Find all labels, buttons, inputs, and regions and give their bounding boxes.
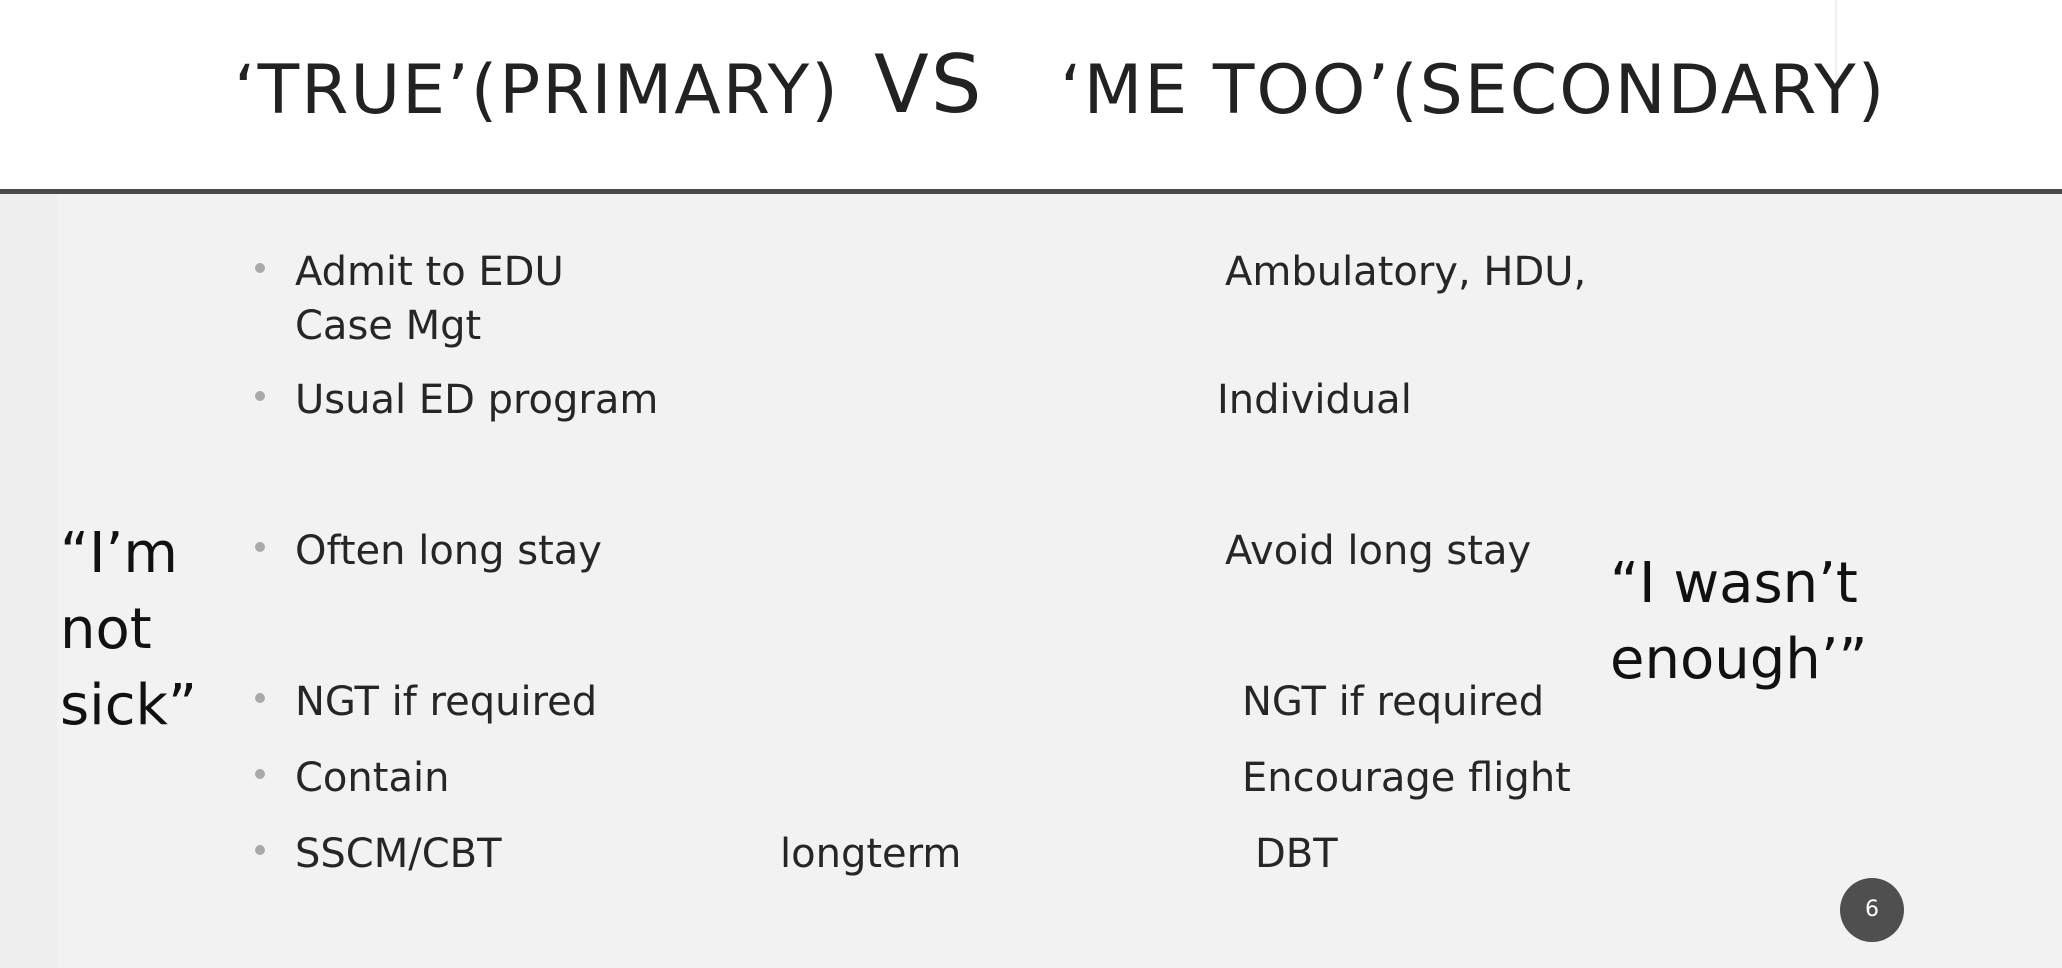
row-right: Avoid long stay [1225, 528, 1532, 574]
header-edge [1835, 0, 1837, 115]
row-right: Encourage flight [1242, 755, 1571, 801]
slide-header [0, 0, 2062, 190]
row-left: Often long stay [295, 528, 602, 574]
quote-left-line: sick” [60, 673, 197, 738]
bullet-icon [255, 769, 265, 779]
row-left: Usual ED program [295, 377, 659, 423]
row-left: Contain [295, 755, 450, 801]
quote-left-line: “I’m [60, 521, 178, 586]
comparison-row: Often long stay Avoid long stay [0, 524, 2062, 584]
slide-body [0, 194, 2062, 968]
row-right: Ambulatory, HDU, [1225, 249, 1587, 295]
quote-right: “I wasn’t enough’” [1610, 546, 1868, 698]
row-left-line: Case Mgt [295, 303, 482, 349]
comparison-row: SSCM/CBT longterm DBT [0, 827, 2062, 887]
quote-right-line: “I wasn’t [1610, 551, 1858, 616]
quote-left-line: not [60, 597, 152, 662]
row-right: NGT if required [1242, 679, 1545, 725]
row-left: NGT if required [295, 679, 598, 725]
comparison-row: Usual ED program Individual [0, 373, 2062, 433]
header-divider [0, 189, 2062, 194]
row-right: Individual [1217, 377, 1412, 423]
page-number-badge: 6 [1840, 878, 1904, 942]
title-left: ‘TRUE’(PRIMARY) [234, 51, 840, 130]
comparison-row: Contain Encourage flight [0, 751, 2062, 811]
title-vs: VS [874, 38, 984, 131]
row-left: SSCM/CBT [295, 831, 502, 877]
comparison-row: NGT if required NGT if required [0, 675, 2062, 735]
row-left-line: Admit to EDU [295, 249, 564, 295]
quote-left: “I’m not sick” [60, 516, 197, 744]
bullet-icon [255, 542, 265, 552]
title-right: ‘ME TOO’(SECONDARY) [1060, 51, 1887, 130]
quote-right-line: enough’” [1610, 627, 1868, 692]
bullet-icon [255, 693, 265, 703]
bullet-icon [255, 263, 265, 273]
row-right: DBT [1255, 831, 1338, 877]
row-left: Admit to EDU Case Mgt [295, 245, 564, 353]
comparison-row: Admit to EDU Case Mgt Ambulatory, HDU, [0, 245, 2062, 355]
left-edge-strip [0, 194, 57, 968]
bullet-icon [255, 845, 265, 855]
bullet-icon [255, 391, 265, 401]
row-middle: longterm [780, 831, 962, 877]
